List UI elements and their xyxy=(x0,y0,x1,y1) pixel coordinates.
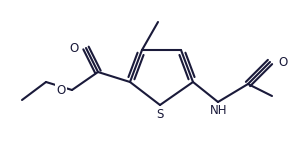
Text: O: O xyxy=(278,55,287,68)
Text: S: S xyxy=(156,107,164,120)
Text: NH: NH xyxy=(210,105,228,118)
Text: O: O xyxy=(70,42,79,55)
Text: O: O xyxy=(57,85,66,98)
